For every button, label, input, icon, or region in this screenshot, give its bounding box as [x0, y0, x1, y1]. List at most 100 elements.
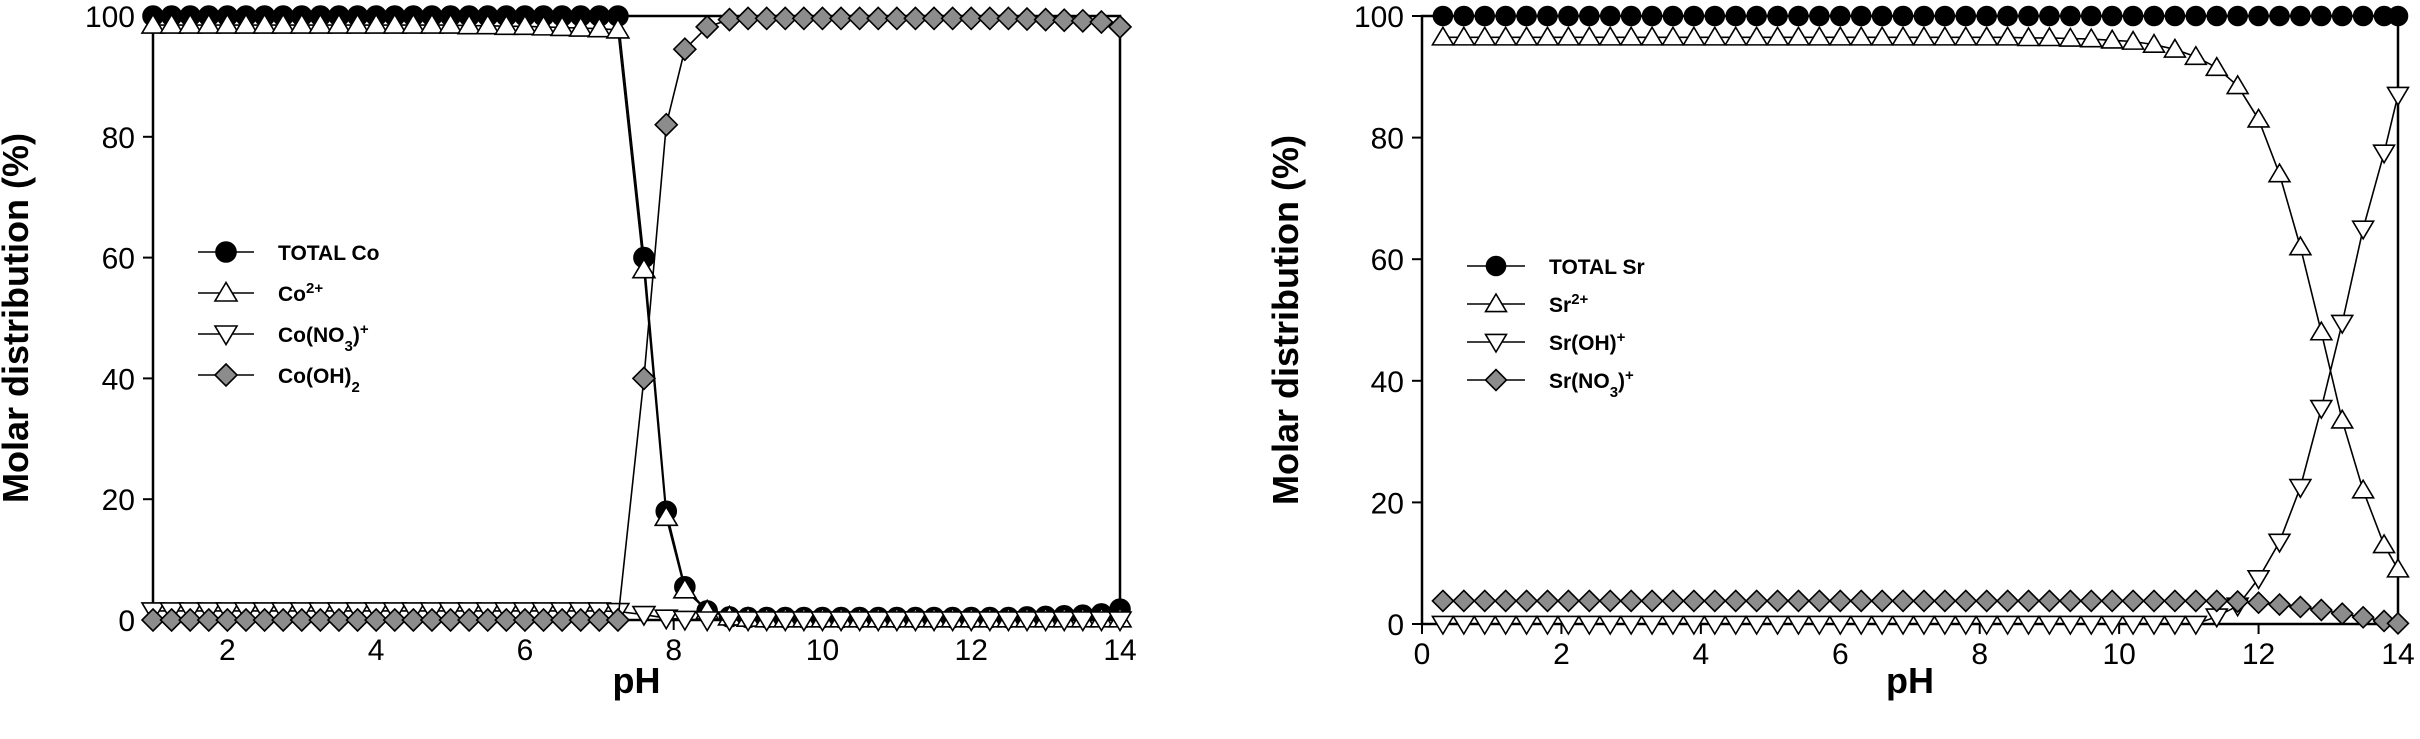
data-point — [2386, 557, 2410, 578]
data-point — [654, 112, 679, 137]
series-line — [153, 610, 1120, 621]
y-tick-label: 100 — [85, 1, 135, 34]
data-point — [735, 6, 761, 31]
data-point — [2039, 5, 2060, 27]
y-tick-label: 0 — [118, 605, 135, 638]
data-point — [996, 6, 1021, 31]
data-point — [1997, 5, 2018, 27]
data-point — [2204, 56, 2229, 77]
data-point — [1807, 25, 1832, 46]
data-point — [1619, 615, 1643, 636]
data-point — [2267, 162, 2292, 183]
data-point — [2246, 591, 2271, 615]
legend-label: Sr(OH)+ — [1549, 329, 1626, 356]
data-point — [2290, 5, 2311, 27]
data-point — [1579, 5, 1600, 27]
legend-marker — [1484, 368, 1508, 392]
data-point — [2058, 26, 2083, 47]
data-point — [1535, 25, 1560, 46]
data-point — [438, 607, 463, 633]
data-point — [308, 607, 333, 633]
data-point — [1558, 5, 1579, 27]
legend: TOTAL Co Co2+ Co(NO3)+ Co(OH)2 — [198, 241, 380, 396]
y-tick-label: 20 — [102, 484, 135, 517]
data-point — [1702, 25, 1727, 46]
data-point — [2016, 26, 2041, 47]
data-point — [2330, 602, 2354, 626]
legend-label: Sr(NO3)+ — [1549, 367, 1634, 401]
data-point — [2079, 589, 2103, 613]
y-axis-title: Molar distribution (%) — [1265, 135, 1306, 505]
data-point — [977, 611, 1003, 633]
data-point — [1809, 5, 1830, 27]
data-point — [1453, 5, 1475, 27]
data-point — [1849, 589, 1873, 613]
data-point — [2372, 609, 2396, 633]
legend-label: Co2+ — [278, 280, 323, 307]
x-tick-label: 8 — [1971, 638, 1988, 671]
data-point — [1828, 589, 1852, 613]
y-tick-label: 0 — [1387, 609, 1404, 642]
data-point — [958, 611, 984, 633]
data-point — [1996, 589, 2020, 613]
data-point — [178, 607, 203, 633]
data-point — [773, 6, 798, 31]
data-point — [1661, 615, 1685, 636]
data-point — [1682, 25, 1706, 46]
data-point — [1870, 589, 1894, 613]
data-point — [512, 14, 538, 36]
data-point — [2269, 5, 2290, 27]
data-point — [401, 607, 426, 633]
data-point — [2248, 5, 2269, 27]
data-point — [940, 611, 966, 633]
data-point — [1786, 25, 1811, 46]
data-point — [2352, 5, 2374, 27]
data-point — [1514, 589, 1539, 613]
data-point — [1744, 25, 1769, 46]
data-point — [1745, 589, 1769, 613]
data-point — [2288, 235, 2313, 256]
data-point — [1828, 25, 1853, 46]
data-point — [2225, 74, 2250, 95]
data-point — [1472, 615, 1497, 636]
data-point — [1912, 25, 1936, 46]
data-point — [233, 12, 259, 34]
series-sr-no3- — [1431, 589, 2410, 635]
data-point — [1682, 615, 1706, 636]
data-point — [1514, 25, 1539, 46]
legend-marker — [213, 362, 239, 388]
data-point — [1912, 615, 1936, 636]
data-point — [1850, 5, 1872, 27]
data-point — [1786, 589, 1811, 613]
data-point — [531, 607, 556, 633]
series-line — [1442, 94, 2399, 625]
data-point — [1014, 6, 1040, 32]
data-point — [159, 607, 184, 633]
x-tick-label: 10 — [806, 634, 839, 667]
data-point — [865, 611, 891, 633]
data-point — [177, 12, 203, 34]
legend-label: TOTAL Sr — [1549, 256, 1645, 279]
data-point — [1662, 5, 1684, 27]
data-point — [1870, 615, 1894, 636]
data-point — [2351, 605, 2375, 629]
data-point — [717, 611, 742, 633]
chart-2: 0 2 4 6 8 10 12 14 0 20 40 60 80 100 pH Molar distribut… — [1265, 1, 2415, 701]
data-point — [1620, 5, 1642, 27]
data-point — [1472, 25, 1497, 46]
data-point — [754, 6, 779, 31]
data-point — [1495, 5, 1516, 27]
data-point — [307, 12, 333, 34]
x-tick-label: 10 — [2102, 638, 2135, 671]
data-point — [1431, 615, 1455, 636]
data-point — [345, 607, 370, 633]
data-point — [1535, 615, 1560, 636]
data-point — [2016, 589, 2041, 613]
data-point — [1974, 25, 1999, 46]
x-tick-label: 0 — [1414, 638, 1431, 671]
data-point — [345, 12, 370, 34]
data-point — [847, 6, 872, 31]
data-point — [2121, 29, 2145, 50]
data-point — [1765, 615, 1790, 636]
